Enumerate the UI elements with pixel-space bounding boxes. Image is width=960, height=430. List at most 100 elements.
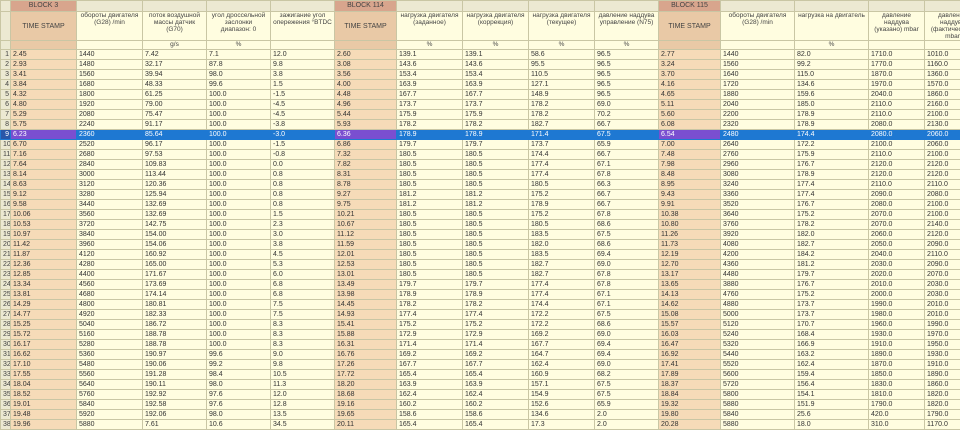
- timestamp-cell[interactable]: 5.93: [335, 120, 397, 130]
- value-cell[interactable]: 100.0: [207, 170, 271, 180]
- row-number[interactable]: 9: [1, 130, 11, 140]
- timestamp-cell[interactable]: 17.72: [335, 370, 397, 380]
- value-cell[interactable]: 1910.0: [925, 360, 960, 370]
- value-cell[interactable]: 190.11: [143, 380, 207, 390]
- value-cell[interactable]: 2080.0: [869, 120, 925, 130]
- value-cell[interactable]: 174.4: [795, 130, 869, 140]
- value-cell[interactable]: 2070.0: [869, 210, 925, 220]
- value-cell[interactable]: 185.0: [795, 100, 869, 110]
- value-cell[interactable]: 9.8: [271, 360, 335, 370]
- value-cell[interactable]: 3520: [721, 200, 795, 210]
- row-number[interactable]: 37: [1, 410, 11, 420]
- timestamp-cell[interactable]: 2.93: [11, 60, 77, 70]
- value-cell[interactable]: 113.44: [143, 170, 207, 180]
- timestamp-cell[interactable]: 14.13: [659, 290, 721, 300]
- value-cell[interactable]: 2110.0: [869, 100, 925, 110]
- timestamp-cell[interactable]: 7.48: [659, 150, 721, 160]
- value-cell[interactable]: 100.0: [207, 180, 271, 190]
- timestamp-cell[interactable]: 17.26: [335, 360, 397, 370]
- value-cell[interactable]: 162.4: [463, 390, 529, 400]
- value-cell[interactable]: 69.0: [595, 360, 659, 370]
- timestamp-cell[interactable]: 16.62: [11, 350, 77, 360]
- value-cell[interactable]: 172.9: [397, 330, 463, 340]
- timestamp-cell[interactable]: 8.78: [335, 180, 397, 190]
- timestamp-cell[interactable]: 10.67: [335, 220, 397, 230]
- value-cell[interactable]: 7.5: [271, 300, 335, 310]
- value-cell[interactable]: 5240: [721, 330, 795, 340]
- value-cell[interactable]: 100.0: [207, 100, 271, 110]
- value-cell[interactable]: 175.2: [463, 320, 529, 330]
- value-cell[interactable]: 69.4: [595, 250, 659, 260]
- value-cell[interactable]: 1860.0: [925, 380, 960, 390]
- value-cell[interactable]: 177.4: [529, 290, 595, 300]
- row-number[interactable]: 2: [1, 60, 11, 70]
- value-cell[interactable]: 172.2: [529, 310, 595, 320]
- value-cell[interactable]: 69.0: [595, 330, 659, 340]
- timestamp-cell[interactable]: 18.20: [335, 380, 397, 390]
- value-cell[interactable]: 179.7: [397, 140, 463, 150]
- value-cell[interactable]: 162.4: [397, 390, 463, 400]
- value-cell[interactable]: 1990.0: [925, 320, 960, 330]
- value-cell[interactable]: 192.06: [143, 410, 207, 420]
- value-cell[interactable]: 1440: [721, 50, 795, 60]
- row-number[interactable]: 4: [1, 80, 11, 90]
- value-cell[interactable]: 5560: [77, 370, 143, 380]
- value-cell[interactable]: 1870.0: [869, 70, 925, 80]
- value-cell[interactable]: 1560: [721, 60, 795, 70]
- timestamp-cell[interactable]: 8.48: [659, 170, 721, 180]
- value-cell[interactable]: 96.5: [595, 70, 659, 80]
- value-cell[interactable]: 5920: [77, 410, 143, 420]
- row-number[interactable]: 12: [1, 160, 11, 170]
- value-cell[interactable]: 181.2: [463, 200, 529, 210]
- value-cell[interactable]: 181.2: [795, 260, 869, 270]
- value-cell[interactable]: 154.9: [529, 390, 595, 400]
- value-cell[interactable]: -0.8: [271, 150, 335, 160]
- value-cell[interactable]: 2360: [77, 130, 143, 140]
- value-cell[interactable]: 68.6: [595, 220, 659, 230]
- value-cell[interactable]: 5600: [721, 370, 795, 380]
- value-cell[interactable]: 172.9: [463, 330, 529, 340]
- value-cell[interactable]: 132.69: [143, 210, 207, 220]
- value-cell[interactable]: 2080: [77, 110, 143, 120]
- timestamp-cell[interactable]: 13.17: [659, 270, 721, 280]
- value-cell[interactable]: 100.0: [207, 270, 271, 280]
- timestamp-cell[interactable]: 11.42: [11, 240, 77, 250]
- value-cell[interactable]: 5440: [721, 350, 795, 360]
- value-cell[interactable]: 7.42: [143, 50, 207, 60]
- value-cell[interactable]: 2640: [721, 140, 795, 150]
- timestamp-cell[interactable]: 10.53: [11, 220, 77, 230]
- value-cell[interactable]: 2050.0: [869, 240, 925, 250]
- value-cell[interactable]: 2100.0: [925, 150, 960, 160]
- value-cell[interactable]: 157.1: [529, 380, 595, 390]
- value-cell[interactable]: 167.7: [397, 90, 463, 100]
- value-cell[interactable]: 4.5: [271, 250, 335, 260]
- value-cell[interactable]: 5.3: [271, 260, 335, 270]
- value-cell[interactable]: 100.0: [207, 280, 271, 290]
- value-cell[interactable]: 6.0: [271, 270, 335, 280]
- timestamp-cell[interactable]: 2.77: [659, 50, 721, 60]
- value-cell[interactable]: 98.0: [207, 380, 271, 390]
- value-cell[interactable]: 1820.0: [925, 390, 960, 400]
- value-cell[interactable]: 2110.0: [925, 250, 960, 260]
- value-cell[interactable]: 2070.0: [869, 220, 925, 230]
- row-number[interactable]: 35: [1, 390, 11, 400]
- timestamp-cell[interactable]: 15.72: [11, 330, 77, 340]
- value-cell[interactable]: 180.5: [529, 180, 595, 190]
- timestamp-cell[interactable]: 12.01: [335, 250, 397, 260]
- value-cell[interactable]: 178.9: [397, 130, 463, 140]
- value-cell[interactable]: 2960: [721, 160, 795, 170]
- value-cell[interactable]: 179.7: [463, 140, 529, 150]
- timestamp-cell[interactable]: 5.60: [659, 110, 721, 120]
- timestamp-cell[interactable]: 3.24: [659, 60, 721, 70]
- value-cell[interactable]: 165.4: [463, 420, 529, 430]
- value-cell[interactable]: 178.9: [397, 290, 463, 300]
